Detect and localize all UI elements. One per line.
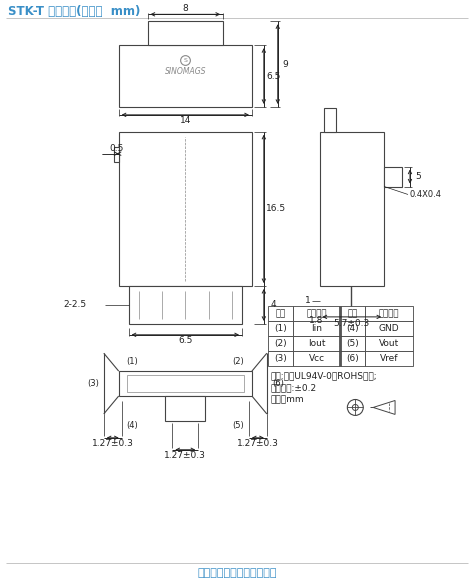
Text: 0.4X0.4: 0.4X0.4 [410,190,442,199]
Text: (3): (3) [87,379,99,388]
Text: Vcc: Vcc [309,354,325,363]
Text: GND: GND [379,324,400,333]
Text: Vout: Vout [379,339,399,347]
Bar [292,321,340,336]
Text: 1.27±0.3: 1.27±0.3 [237,440,279,448]
Text: 未注公差:±0.2: 未注公差:±0.2 [271,383,317,392]
Bar [147,21,223,45]
Text: 16.5: 16.5 [266,205,286,213]
Text: (4): (4) [127,421,138,430]
Bar [114,146,118,162]
Text: 1: 1 [305,297,310,305]
Text: 1.27±0.3: 1.27±0.3 [164,451,206,460]
Bar [365,306,413,321]
Text: 6.5: 6.5 [178,336,192,345]
Text: (1): (1) [127,357,138,366]
Text: 1.27±0.3: 1.27±0.3 [92,440,134,448]
Bar [118,132,252,286]
Text: SINOMAGS: SINOMAGS [164,67,206,76]
Bar [325,108,337,132]
Text: 5: 5 [415,172,421,181]
Text: (6): (6) [272,379,283,388]
Text: Iout: Iout [308,339,325,347]
Text: 宁波希磁电子科技有限公司: 宁波希磁电子科技有限公司 [197,568,277,578]
Text: Iin: Iin [311,324,322,333]
Bar [118,371,252,396]
Bar [268,351,292,366]
Text: 14: 14 [180,116,191,125]
Text: 0.5: 0.5 [109,144,123,153]
Text: 序号: 序号 [275,309,285,318]
Bar [384,166,402,186]
Text: STK-T 系列尺寸(单位：  mm): STK-T 系列尺寸(单位： mm) [9,5,141,18]
Bar [340,306,365,321]
Text: 引脚定义: 引脚定义 [379,309,400,318]
Text: 序号: 序号 [348,309,358,318]
Bar [127,375,244,392]
Bar [292,336,340,351]
Text: 4: 4 [271,301,277,309]
Bar [340,321,365,336]
Text: Vref: Vref [380,354,398,363]
Text: (4): (4) [346,324,359,333]
Bar [365,351,413,366]
Bar [292,306,340,321]
Bar [268,306,292,321]
Text: 8: 8 [182,4,188,13]
Bar [365,336,413,351]
Bar [319,132,384,286]
Bar [365,321,413,336]
Text: (5): (5) [232,421,244,430]
Text: 材料:符合UL94V-0、ROHS要求;: 材料:符合UL94V-0、ROHS要求; [271,371,377,380]
Text: (3): (3) [274,354,287,363]
Text: 引脚定义: 引脚定义 [306,309,327,318]
Text: (2): (2) [232,357,244,366]
Text: 单位：mm: 单位：mm [271,395,304,404]
Text: (2): (2) [274,339,287,347]
Bar [268,336,292,351]
Text: (1): (1) [274,324,287,333]
Text: 2-2.5: 2-2.5 [64,301,87,309]
Text: 5.7±0.3: 5.7±0.3 [334,319,370,328]
Text: 1.8: 1.8 [310,316,324,325]
Text: S: S [183,57,187,63]
Bar [268,321,292,336]
Text: 6.5: 6.5 [266,71,281,80]
Bar [118,45,252,107]
Bar [165,396,205,421]
Text: (6): (6) [346,354,359,363]
Bar [292,351,340,366]
Text: (5): (5) [346,339,359,347]
Bar [128,286,242,324]
Text: 9: 9 [283,60,289,69]
Bar [340,351,365,366]
Bar [340,336,365,351]
